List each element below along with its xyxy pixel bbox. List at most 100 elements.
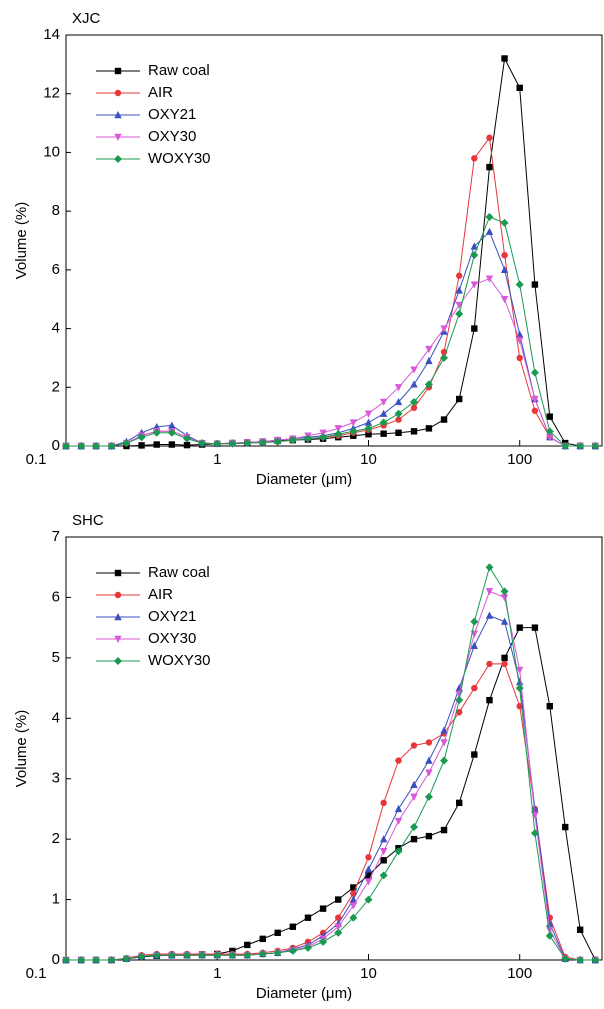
series-line bbox=[66, 614, 596, 961]
data-point bbox=[394, 409, 403, 418]
data-point bbox=[395, 429, 402, 436]
data-point bbox=[425, 356, 433, 365]
data-point bbox=[485, 563, 494, 572]
data-point bbox=[410, 742, 418, 749]
data-point bbox=[335, 896, 342, 903]
data-point bbox=[107, 442, 116, 450]
data-point bbox=[243, 951, 252, 960]
y-tick-label: 3 bbox=[52, 770, 60, 787]
data-point bbox=[486, 134, 493, 141]
data-point bbox=[456, 272, 463, 279]
plot-frame bbox=[65, 536, 603, 961]
y-tick-label: 2 bbox=[52, 830, 60, 847]
data-point bbox=[62, 442, 70, 450]
data-point bbox=[500, 617, 509, 625]
data-point bbox=[486, 660, 493, 668]
data-point bbox=[379, 409, 388, 417]
data-point bbox=[530, 368, 539, 377]
data-point bbox=[530, 829, 539, 838]
data-point bbox=[349, 419, 358, 427]
data-point bbox=[288, 436, 297, 445]
data-point bbox=[364, 878, 373, 886]
data-point bbox=[501, 660, 508, 668]
data-point bbox=[364, 424, 373, 433]
series-line bbox=[66, 627, 596, 961]
data-point bbox=[515, 280, 524, 289]
data-point bbox=[591, 442, 600, 450]
data-point bbox=[471, 155, 478, 162]
data-point bbox=[545, 931, 554, 940]
data-point bbox=[440, 325, 448, 333]
data-point bbox=[516, 84, 523, 92]
data-point bbox=[153, 441, 160, 448]
data-point bbox=[455, 286, 463, 294]
y-tick-label: 0 bbox=[52, 437, 60, 454]
data-point bbox=[561, 954, 570, 963]
data-point bbox=[395, 416, 402, 423]
legend-marker bbox=[114, 111, 122, 119]
legend-marker bbox=[114, 657, 122, 665]
y-axis-label: Volume (%) bbox=[13, 710, 30, 788]
x-tick-label: 0.1 bbox=[26, 965, 47, 982]
data-point bbox=[455, 301, 463, 310]
data-point bbox=[198, 439, 207, 448]
y-tick-label: 2 bbox=[52, 378, 60, 395]
series-line bbox=[66, 278, 596, 447]
x-tick-label: 1 bbox=[213, 451, 221, 468]
data-point bbox=[258, 438, 267, 447]
series-line bbox=[66, 663, 596, 961]
data-point bbox=[350, 884, 357, 891]
y-tick-label: 4 bbox=[52, 709, 60, 726]
data-point bbox=[167, 428, 176, 437]
chart-title: SHC bbox=[72, 512, 104, 529]
data-point bbox=[183, 441, 191, 449]
data-point bbox=[364, 865, 373, 873]
data-point bbox=[500, 594, 509, 602]
data-point bbox=[349, 427, 358, 436]
data-point bbox=[107, 956, 116, 964]
x-tick-label: 1 bbox=[213, 965, 221, 982]
data-point bbox=[273, 437, 282, 446]
data-point bbox=[440, 826, 448, 834]
data-point bbox=[455, 696, 464, 705]
data-point bbox=[137, 952, 146, 961]
data-point bbox=[410, 823, 419, 832]
data-point bbox=[394, 817, 403, 826]
y-tick-label: 5 bbox=[52, 649, 60, 666]
data-point bbox=[425, 739, 433, 746]
data-point bbox=[77, 442, 86, 450]
data-point bbox=[485, 227, 494, 235]
data-point bbox=[485, 213, 494, 222]
y-tick-label: 6 bbox=[52, 588, 60, 605]
data-point bbox=[501, 251, 508, 259]
data-point bbox=[303, 943, 312, 952]
data-point bbox=[319, 905, 327, 912]
legend-marker bbox=[114, 613, 122, 621]
x-tick-label: 10 bbox=[360, 451, 377, 468]
legend-label: Raw coal bbox=[148, 62, 210, 79]
data-point bbox=[561, 442, 570, 450]
data-point bbox=[349, 902, 358, 910]
data-point bbox=[576, 442, 585, 450]
data-point bbox=[470, 242, 479, 250]
data-point bbox=[168, 421, 176, 429]
data-point bbox=[394, 384, 403, 392]
data-point bbox=[425, 425, 433, 432]
data-point bbox=[319, 937, 328, 946]
chart-title: XJC bbox=[72, 10, 101, 27]
data-point bbox=[485, 588, 494, 596]
data-point bbox=[546, 703, 553, 710]
data-point bbox=[456, 395, 463, 403]
data-point bbox=[303, 434, 312, 443]
data-point bbox=[471, 325, 478, 332]
data-point bbox=[471, 684, 478, 692]
x-tick-label: 10 bbox=[360, 965, 377, 982]
data-point bbox=[531, 407, 539, 414]
y-tick-label: 6 bbox=[52, 261, 60, 278]
data-point bbox=[319, 433, 328, 442]
data-point bbox=[545, 427, 554, 436]
data-point bbox=[410, 404, 418, 412]
legend-label: OXY21 bbox=[148, 608, 196, 625]
data-point bbox=[440, 416, 448, 423]
